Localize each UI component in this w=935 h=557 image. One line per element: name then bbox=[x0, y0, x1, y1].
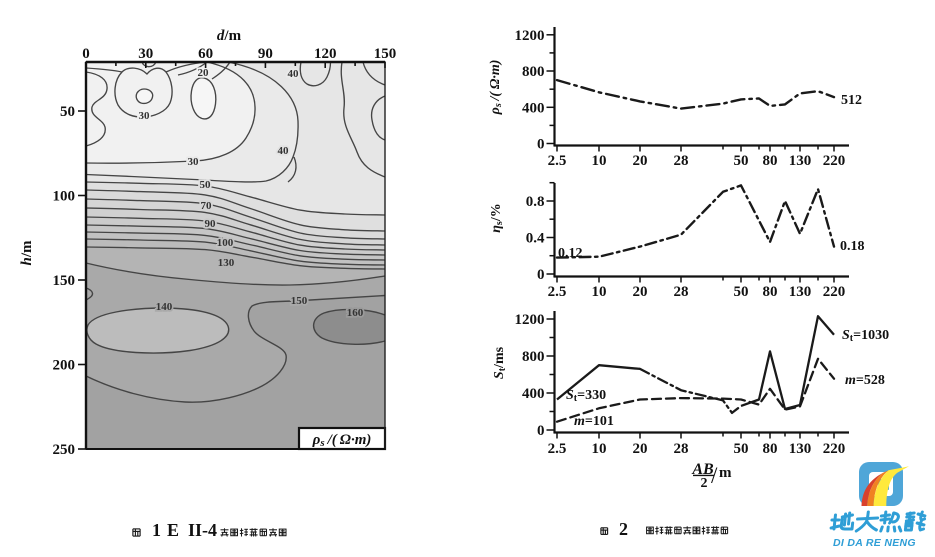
svg-text:20: 20 bbox=[633, 441, 648, 457]
svg-text:80: 80 bbox=[763, 441, 778, 457]
svg-text:80: 80 bbox=[763, 284, 778, 300]
svg-text:28: 28 bbox=[674, 441, 689, 457]
svg-text:1200: 1200 bbox=[515, 28, 545, 44]
svg-text:100: 100 bbox=[217, 237, 234, 249]
svg-text:50: 50 bbox=[734, 441, 749, 457]
svg-text:30: 30 bbox=[139, 110, 151, 122]
svg-text:10: 10 bbox=[592, 441, 607, 457]
svg-text:140: 140 bbox=[156, 301, 173, 313]
svg-text:60: 60 bbox=[198, 46, 213, 62]
svg-text:130: 130 bbox=[789, 153, 812, 169]
svg-text:2: 2 bbox=[619, 519, 628, 539]
svg-text:100: 100 bbox=[53, 189, 76, 205]
svg-text:250: 250 bbox=[53, 442, 76, 458]
svg-text:400: 400 bbox=[522, 100, 545, 116]
svg-text:30: 30 bbox=[138, 46, 153, 62]
svg-text:160: 160 bbox=[347, 307, 364, 319]
svg-text:0: 0 bbox=[537, 423, 545, 439]
svg-text:0.18: 0.18 bbox=[840, 239, 865, 254]
svg-text:130: 130 bbox=[789, 284, 812, 300]
svg-text:800: 800 bbox=[522, 64, 545, 80]
svg-text:m=528: m=528 bbox=[845, 373, 885, 388]
svg-text:1200: 1200 bbox=[515, 312, 545, 328]
svg-text:St/ms: St/ms bbox=[492, 346, 508, 379]
svg-text:DI DA RE NENG: DI DA RE NENG bbox=[833, 537, 916, 549]
svg-text:0: 0 bbox=[537, 137, 545, 153]
svg-text:ρs /( Ω·m): ρs /( Ω·m) bbox=[312, 432, 372, 449]
svg-text:90: 90 bbox=[205, 218, 217, 230]
svg-text:/: / bbox=[711, 463, 718, 488]
svg-text:St=330: St=330 bbox=[566, 388, 606, 404]
svg-text:2: 2 bbox=[701, 476, 708, 491]
svg-text:II-4: II-4 bbox=[188, 520, 217, 540]
svg-text:130: 130 bbox=[789, 441, 812, 457]
svg-text:d/m: d/m bbox=[217, 28, 242, 44]
svg-text:h/m: h/m bbox=[19, 240, 35, 266]
svg-text:0.12: 0.12 bbox=[558, 246, 583, 261]
svg-text:220: 220 bbox=[823, 153, 846, 169]
svg-text:150: 150 bbox=[53, 273, 76, 289]
svg-text:40: 40 bbox=[288, 68, 300, 80]
svg-text:0.4: 0.4 bbox=[526, 231, 545, 247]
svg-text:0: 0 bbox=[537, 267, 545, 283]
svg-text:2.5: 2.5 bbox=[548, 284, 567, 300]
svg-text:20: 20 bbox=[633, 284, 648, 300]
svg-text:20: 20 bbox=[633, 153, 648, 169]
svg-text:0.8: 0.8 bbox=[526, 194, 545, 210]
svg-text:120: 120 bbox=[314, 46, 337, 62]
svg-text:150: 150 bbox=[374, 46, 397, 62]
svg-text:220: 220 bbox=[823, 284, 846, 300]
svg-text:2.5: 2.5 bbox=[548, 441, 567, 457]
svg-text:400: 400 bbox=[522, 386, 545, 402]
svg-text:40: 40 bbox=[278, 145, 290, 157]
svg-text:80: 80 bbox=[763, 153, 778, 169]
svg-text:512: 512 bbox=[841, 93, 862, 108]
svg-text:m=101: m=101 bbox=[574, 414, 614, 429]
svg-text:200: 200 bbox=[53, 358, 76, 374]
svg-text:AB: AB bbox=[691, 461, 714, 478]
svg-text:50: 50 bbox=[734, 153, 749, 169]
svg-text:28: 28 bbox=[674, 153, 689, 169]
svg-text:220: 220 bbox=[823, 441, 846, 457]
svg-text:70: 70 bbox=[201, 200, 213, 212]
svg-text:ηs/%: ηs/% bbox=[489, 203, 505, 232]
svg-text:E: E bbox=[167, 520, 179, 540]
svg-text:ρs /( Ω·m): ρs /( Ω·m) bbox=[488, 60, 504, 116]
svg-text:1: 1 bbox=[152, 520, 161, 540]
svg-text:10: 10 bbox=[592, 284, 607, 300]
svg-text:2.5: 2.5 bbox=[548, 153, 567, 169]
svg-text:90: 90 bbox=[258, 46, 273, 62]
svg-text:20: 20 bbox=[198, 67, 210, 79]
svg-text:150: 150 bbox=[291, 295, 308, 307]
svg-text:50: 50 bbox=[734, 284, 749, 300]
svg-text:St=1030: St=1030 bbox=[842, 328, 889, 344]
svg-text:130: 130 bbox=[218, 257, 235, 269]
svg-text:50: 50 bbox=[200, 179, 212, 191]
svg-text:800: 800 bbox=[522, 349, 545, 365]
svg-text:m: m bbox=[719, 465, 732, 481]
svg-text:50: 50 bbox=[60, 104, 75, 120]
svg-text:0: 0 bbox=[82, 46, 90, 62]
svg-text:10: 10 bbox=[592, 153, 607, 169]
svg-text:28: 28 bbox=[674, 284, 689, 300]
svg-text:30: 30 bbox=[188, 156, 200, 168]
